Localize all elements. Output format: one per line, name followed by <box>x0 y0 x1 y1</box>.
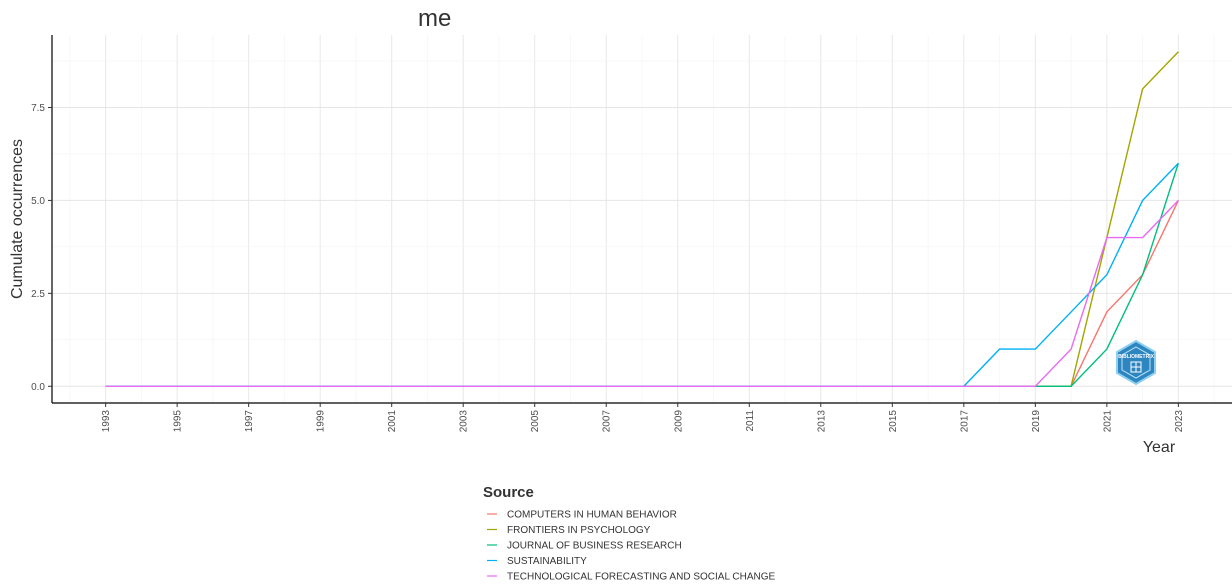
bibliometrix-logo-icon: BIBLIOMETRIX <box>1116 339 1156 386</box>
x-tick-label: 2003 <box>459 410 470 433</box>
x-axis-title: Year <box>1143 439 1176 456</box>
legend-label-5: TECHNOLOGICAL FORECASTING AND SOCIAL CHA… <box>507 572 776 583</box>
series-lines <box>105 51 1180 387</box>
x-axis-ticks: 1993 1995 1997 1999 2001 2003 2005 2007 2009 2011… <box>101 403 1185 432</box>
y-tick-label: 0.0 <box>31 382 45 393</box>
x-tick-label: 1995 <box>173 410 184 433</box>
x-tick-label: 2007 <box>602 410 613 433</box>
x-tick-label: 2011 <box>745 410 756 432</box>
legend-label-3: JOURNAL OF BUSINESS RESEARCH <box>507 541 682 552</box>
x-tick-label: 2021 <box>1102 410 1113 433</box>
x-tick-label: 2023 <box>1174 410 1185 433</box>
x-tick-label: 1997 <box>244 410 255 433</box>
y-tick-label: 2.5 <box>31 289 45 300</box>
y-axis-title: Cumulate occurrences <box>9 139 26 299</box>
legend-label-4: SUSTAINABILITY <box>507 556 587 567</box>
x-tick-label: 2001 <box>387 410 398 433</box>
series-line-5 <box>105 199 1179 387</box>
x-tick-label: 2019 <box>1031 410 1042 433</box>
x-tick-label: 1993 <box>101 410 112 433</box>
y-tick-label: 7.5 <box>31 103 45 114</box>
plot-panel: BIBLIOMETRIX <box>51 35 1232 404</box>
grid <box>52 35 1232 403</box>
legend-label-2: FRONTIERS IN PSYCHOLOGY <box>507 525 651 536</box>
legend-items: COMPUTERS IN HUMAN BEHAVIOR FRONTIERS IN … <box>487 510 776 583</box>
y-tick-label: 5.0 <box>31 196 45 207</box>
x-tick-label: 2013 <box>816 410 827 433</box>
x-tick-label: 2017 <box>959 410 970 433</box>
x-tick-label: 1999 <box>316 410 327 433</box>
watermark-text: BIBLIOMETRIX <box>1118 354 1154 360</box>
x-tick-label: 2009 <box>673 410 684 433</box>
x-tick-label: 2005 <box>530 410 541 433</box>
legend: Source COMPUTERS IN HUMAN BEHAVIOR FRONTI… <box>483 484 776 583</box>
series-line-4 <box>105 162 1179 387</box>
x-tick-label: 2015 <box>888 410 899 433</box>
y-axis-ticks: 0.0 2.5 5.0 7.5 <box>31 103 52 393</box>
chart-title: me <box>418 5 451 32</box>
legend-title: Source <box>483 484 534 501</box>
legend-label-1: COMPUTERS IN HUMAN BEHAVIOR <box>507 510 677 521</box>
